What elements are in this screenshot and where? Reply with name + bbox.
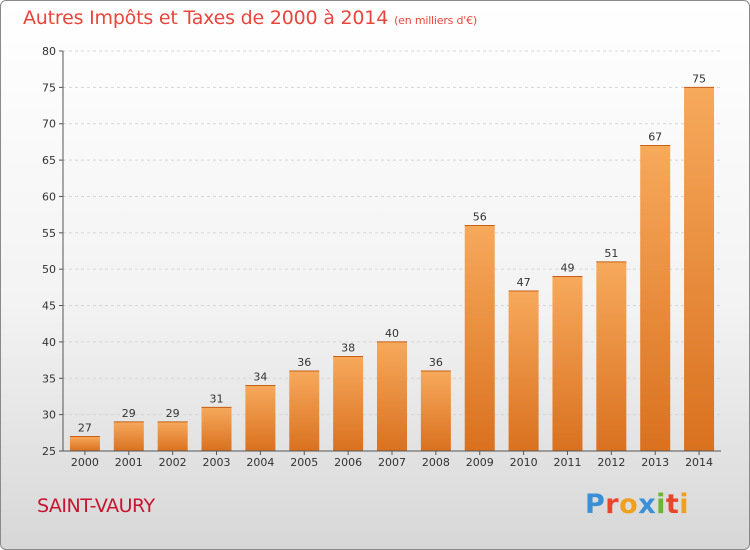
bar-value-label: 49	[560, 261, 574, 274]
chart-title-text: Autres Impôts et Taxes de 2000 à 2014	[23, 7, 389, 29]
x-tick-label: 2005	[290, 456, 318, 469]
y-tick-label: 55	[42, 227, 56, 240]
bar-2003	[201, 407, 232, 451]
bars-layer: 27 29 29 31 34 36 38 40 36 56 47 49 51 67 75	[69, 72, 715, 451]
x-tick-label: 2007	[378, 456, 406, 469]
bar-value-label: 47	[517, 276, 531, 289]
x-tick-label: 2014	[685, 456, 713, 469]
bar-value-label: 27	[78, 421, 92, 434]
y-tick-label: 40	[42, 336, 56, 349]
y-tick-label: 45	[42, 300, 56, 313]
x-tick-label: 2013	[641, 456, 669, 469]
x-tick-label: 2012	[597, 456, 625, 469]
place-name: SAINT-VAURY	[37, 495, 155, 517]
chart-title: Autres Impôts et Taxes de 2000 à 2014 (en…	[23, 7, 477, 29]
y-tick-label: 60	[42, 190, 56, 203]
logo-letter: i	[679, 489, 690, 520]
y-tick-label: 75	[42, 81, 56, 94]
bar-value-label: 34	[253, 371, 267, 384]
bar-2008	[420, 371, 451, 451]
logo-letter: r	[605, 489, 620, 520]
y-tick-label: 70	[42, 118, 56, 131]
bar-value-label: 38	[341, 341, 355, 354]
bar-2000	[69, 436, 100, 451]
bar-value-label: 29	[166, 407, 180, 420]
bar-value-label: 29	[122, 407, 136, 420]
bar-2009	[464, 225, 495, 451]
y-tick-label: 35	[42, 372, 56, 385]
y-tick-label: 25	[42, 445, 56, 458]
logo-letter: P	[585, 489, 606, 520]
x-tick-label: 2000	[71, 456, 99, 469]
bar-2006	[333, 356, 364, 451]
axis-layer: 25 30 35 40 45 50 55 60 65 70 75 80 2000 2001 2002 2003…	[42, 45, 721, 469]
chart-subtitle: (en milliers d'€)	[394, 14, 477, 27]
x-tick-label: 2001	[115, 456, 143, 469]
bar-2004	[245, 385, 276, 451]
bar-2005	[289, 371, 320, 451]
bar-value-label: 56	[473, 211, 487, 224]
bar-value-label: 36	[429, 356, 443, 369]
bar-2010	[508, 291, 539, 451]
x-tick-label: 2002	[159, 456, 187, 469]
bar-2011	[552, 276, 583, 451]
bar-2002	[157, 421, 188, 451]
x-tick-label: 2009	[466, 456, 494, 469]
x-tick-label: 2006	[334, 456, 362, 469]
logo-letter: i	[656, 489, 666, 520]
x-tick-label: 2003	[203, 456, 231, 469]
y-tick-label: 65	[42, 154, 56, 167]
logo-letter: x	[638, 489, 657, 520]
bar-2001	[113, 421, 144, 451]
bar-2012	[596, 261, 627, 451]
bar-value-label: 75	[692, 72, 706, 85]
x-tick-label: 2010	[510, 456, 538, 469]
x-tick-label: 2008	[422, 456, 450, 469]
logo-letter: o	[619, 489, 639, 520]
bar-2013	[640, 145, 671, 451]
y-tick-label: 30	[42, 409, 56, 422]
logo-letter: t	[665, 489, 680, 520]
bar-value-label: 31	[210, 392, 224, 405]
proxiti-logo: Proxiti	[585, 489, 689, 520]
y-tick-label: 50	[42, 263, 56, 276]
bar-value-label: 36	[297, 356, 311, 369]
bar-value-label: 40	[385, 327, 399, 340]
x-tick-label: 2011	[553, 456, 581, 469]
y-tick-label: 80	[42, 45, 56, 58]
bar-2014	[684, 87, 715, 451]
bar-value-label: 67	[648, 131, 662, 144]
bar-value-label: 51	[604, 247, 618, 260]
x-tick-label: 2004	[246, 456, 274, 469]
bar-2007	[377, 341, 407, 451]
